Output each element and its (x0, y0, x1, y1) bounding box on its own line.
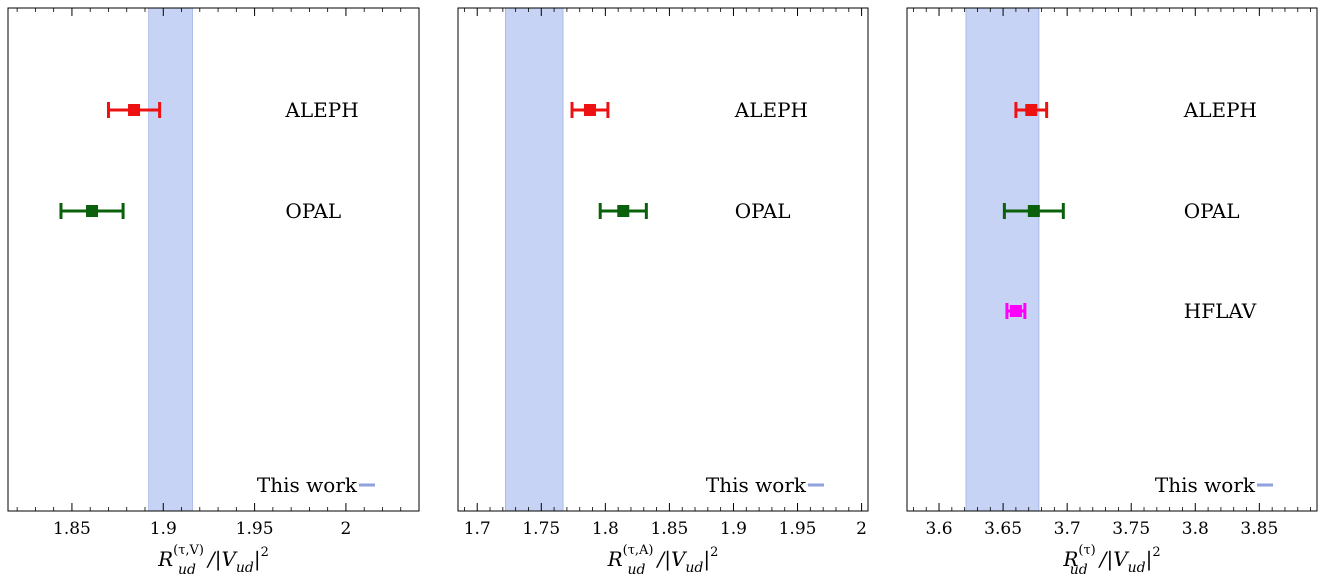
panel-3: 3.6 3.65 3.7 3.75 3.8 3.85 ALEPH OPAL HFLAV This … (906, 7, 1318, 578)
x-tick-label: 1.95 (236, 519, 274, 539)
point-marker (86, 205, 99, 217)
panel-1: 1.85 1.9 1.95 2 ALEPH OPAL This work R(τ,V) ud/|… (7, 7, 420, 578)
x-tick-label: 3.75 (1112, 519, 1150, 539)
x-axis-title: R(τ,V) ud/|Vud|2 (157, 543, 269, 578)
this-work-band (505, 7, 564, 512)
x-tick-label: 3.6 (926, 519, 953, 539)
point-hflav (1005, 303, 1027, 319)
experiment-label: OPAL (285, 199, 341, 223)
plot-frame (457, 7, 869, 512)
x-tick-label: 1.9 (720, 519, 747, 539)
x-tick-label: 3.65 (984, 519, 1022, 539)
experiment-label: HFLAV (1184, 299, 1257, 323)
this-work-band (965, 7, 1040, 512)
experiment-label: ALEPH (284, 98, 358, 122)
x-tick-label: 3.8 (1182, 519, 1209, 539)
experiment-label: OPAL (1184, 199, 1240, 223)
point-opal (59, 203, 125, 219)
panel-2: 1.7 1.75 1.8 1.85 1.9 1.95 2 ALEPH OPAL This work… (457, 7, 869, 578)
point-opal (598, 203, 648, 219)
point-opal (1002, 203, 1065, 219)
legend-label: This work (257, 473, 358, 497)
x-tick-label: 2 (856, 519, 867, 539)
x-tick-label: 1.85 (53, 519, 91, 539)
point-marker (583, 104, 596, 116)
legend-label: This work (706, 473, 807, 497)
this-work-band (148, 7, 193, 512)
experiment-label: ALEPH (1183, 98, 1257, 122)
x-tick-label: 3.7 (1054, 519, 1081, 539)
point-aleph (1014, 102, 1049, 118)
experiment-label: OPAL (735, 199, 791, 223)
legend-label: This work (1155, 473, 1256, 497)
point-marker (1025, 104, 1038, 116)
x-tick-label: 1.9 (150, 519, 177, 539)
x-tick-label: 2 (341, 519, 352, 539)
point-marker (617, 205, 630, 217)
point-aleph (106, 102, 162, 118)
point-marker (128, 104, 141, 116)
experiment-label: ALEPH (734, 98, 808, 122)
x-axis-title: R(τ) ud/|Vud|2 (1062, 543, 1160, 578)
plot-frame (906, 7, 1318, 512)
x-tick-label: 1.75 (522, 519, 560, 539)
x-tick-label: 1.7 (464, 519, 491, 539)
x-tick-label: 1.8 (592, 519, 619, 539)
plot-frame (7, 7, 420, 512)
x-tick-label: 1.85 (650, 519, 688, 539)
point-marker (1027, 205, 1040, 217)
x-tick-label: 1.95 (779, 519, 817, 539)
point-marker (1009, 305, 1022, 317)
point-aleph (570, 102, 610, 118)
x-tick-label: 3.85 (1240, 519, 1278, 539)
x-axis-title: R(τ,A) ud/|Vud|2 (607, 543, 719, 578)
